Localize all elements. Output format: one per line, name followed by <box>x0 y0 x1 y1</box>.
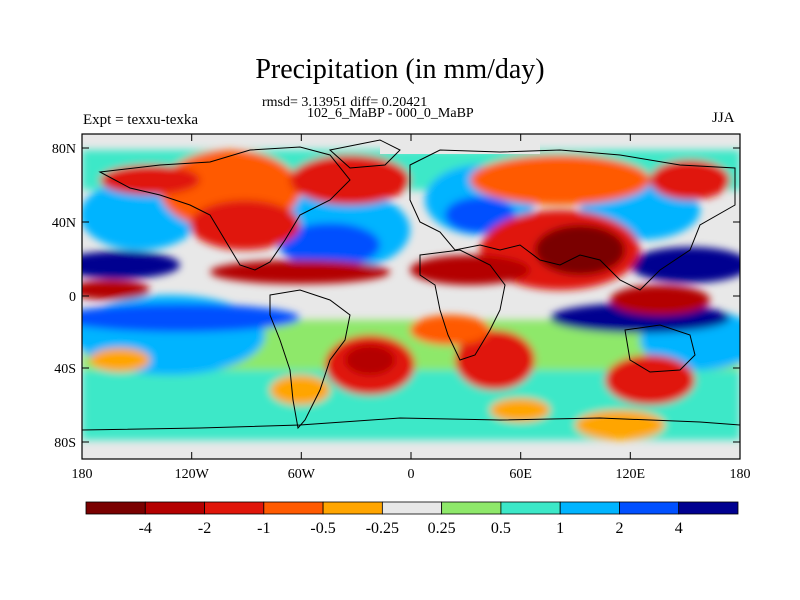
field-region <box>82 304 300 332</box>
field-region <box>535 225 625 275</box>
field-region <box>610 285 710 315</box>
field-region <box>280 223 380 267</box>
colorbar-swatch <box>678 501 739 515</box>
field-region <box>100 165 200 195</box>
field-region <box>630 247 740 283</box>
lat-label: 80S <box>54 436 76 451</box>
latitude-axis: 80N 40N 0 40S 80S <box>52 142 740 451</box>
colorbar-label: 0.25 <box>428 520 456 537</box>
colorbar-swatch <box>144 501 205 515</box>
colorbar-label: 4 <box>675 520 683 537</box>
field-region <box>210 260 390 284</box>
field-region <box>410 315 490 345</box>
colorbar-swatch <box>204 501 265 515</box>
colorbar-swatch <box>85 501 146 515</box>
field-region <box>650 160 730 200</box>
lon-label: 180 <box>72 467 93 482</box>
coastline-antarctica <box>82 417 740 431</box>
coastline-australia <box>624 324 696 373</box>
colorbar-swatch <box>559 501 620 515</box>
colorbar-label: -0.5 <box>310 520 335 537</box>
field-region <box>445 197 515 233</box>
coastline-south-america <box>269 289 351 430</box>
coastline-eurasia <box>409 149 736 291</box>
coastline-africa <box>419 249 506 361</box>
field-region <box>82 280 150 300</box>
colorbar-swatch <box>500 501 561 515</box>
colorbar-swatch <box>619 501 680 515</box>
field-region <box>190 200 300 250</box>
colorbar-label: 1 <box>556 520 564 537</box>
lat-label: 40N <box>52 216 76 231</box>
lon-label: 0 <box>408 467 415 482</box>
lon-label: 120W <box>175 467 210 482</box>
field-region <box>455 330 535 390</box>
plot-title: Precipitation (in mm/day) <box>255 54 545 85</box>
colorbar-swatch <box>263 501 324 515</box>
colorbar-label: -0.25 <box>366 520 399 537</box>
coastlines <box>82 139 740 431</box>
colorbar-label: -2 <box>198 520 211 537</box>
experiment-subtitle: 102_6_MaBP - 000_0_MaBP <box>307 106 474 121</box>
precip-field <box>82 134 740 459</box>
longitude-axis: 180 120W 60W 0 60E 120E 180 <box>72 134 751 482</box>
coastline-greenland <box>328 139 401 169</box>
field-region <box>410 255 530 285</box>
experiment-label: Expt = texxu-texka <box>83 112 199 128</box>
colorbar-label: 0.5 <box>491 520 511 537</box>
season-label: JJA <box>712 110 735 126</box>
field-region <box>345 345 395 375</box>
lon-label: 120E <box>616 467 646 482</box>
coastline-north-america <box>98 146 351 271</box>
lon-label: 60W <box>288 467 316 482</box>
colorbar-swatch <box>381 501 443 515</box>
field-region <box>470 155 650 205</box>
lat-label: 0 <box>69 290 76 305</box>
lat-label: 80N <box>52 142 76 157</box>
field-region <box>575 410 665 440</box>
colorbar-label: -4 <box>139 520 152 537</box>
colorbar-swatch <box>322 501 383 515</box>
lon-label: 180 <box>730 467 751 482</box>
colorbar: -4 -2 -1 -0.5 -0.25 0.25 0.5 1 2 4 <box>85 501 739 537</box>
field-region <box>90 348 150 372</box>
field-region <box>490 398 550 422</box>
field-region <box>270 375 330 405</box>
lon-label: 60E <box>509 467 532 482</box>
field-region <box>82 251 180 279</box>
lat-label: 40S <box>54 362 76 377</box>
field-region <box>605 355 695 405</box>
field-region <box>380 134 540 154</box>
colorbar-label: -1 <box>257 520 270 537</box>
colorbar-swatch <box>441 501 502 515</box>
colorbar-label: 2 <box>615 520 623 537</box>
stats-subtitle: rmsd= 3.13951 diff= 0.20421 <box>262 95 428 110</box>
